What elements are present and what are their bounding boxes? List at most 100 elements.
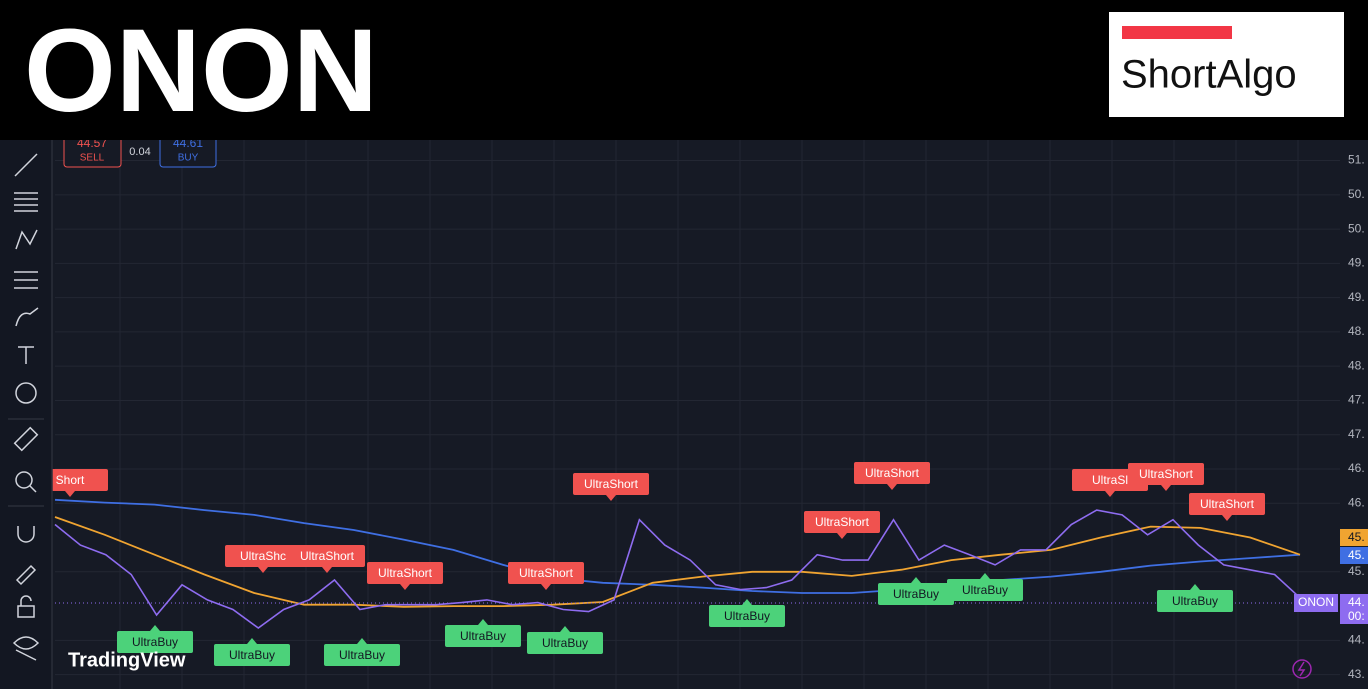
signal-pointer: [911, 577, 921, 583]
signal-pointer: [837, 533, 847, 539]
signal-pointer: [247, 638, 257, 644]
signal-text: UltraShort: [815, 515, 870, 529]
signal-box: [947, 579, 1023, 601]
toolbar-bg: [0, 140, 52, 689]
tool-lock[interactable]: [17, 605, 35, 618]
price-tag-text: 44.: [1348, 595, 1365, 609]
y-tick-label: 46.: [1348, 495, 1365, 509]
signal-label: UltraBuy: [1157, 584, 1233, 612]
signal-text: UltraSl: [1092, 473, 1128, 487]
signal-pointer: [65, 491, 75, 497]
y-tick-label: 49.: [1348, 290, 1365, 304]
signal-box: [367, 562, 443, 584]
signal-label: UltraShort: [289, 545, 365, 573]
signal-pointer: [1105, 491, 1115, 497]
signal-text: UltraBuy: [893, 587, 939, 601]
lightning-icon[interactable]: [1292, 659, 1312, 679]
signal-box: [289, 545, 365, 567]
logo-bar: [1122, 26, 1232, 39]
signal-pointer: [322, 567, 332, 573]
tool-remove[interactable]: [15, 649, 37, 661]
signal-label: UltraShort: [804, 511, 880, 539]
lightning-bolt: [1297, 661, 1306, 677]
signal-box: [527, 632, 603, 654]
y-tick-label: 47.: [1348, 393, 1365, 407]
y-tick-label: 45.: [1348, 564, 1365, 578]
signal-text: UltraBuy: [460, 629, 506, 643]
spread: 0.04: [129, 146, 150, 158]
price-tag: [1340, 594, 1368, 624]
tool-zoom[interactable]: [15, 471, 33, 489]
signal-pointer: [1222, 515, 1232, 521]
signal-label: UltraShort: [1189, 493, 1265, 521]
signal-text: UltraBuy: [229, 648, 275, 662]
signal-box: [225, 545, 301, 567]
signal-pointer: [541, 584, 551, 590]
tool-trendline[interactable]: [14, 153, 38, 177]
signal-pointer: [980, 573, 990, 579]
tool-brush[interactable]: [15, 307, 39, 327]
signal-box: [804, 511, 880, 533]
signal-label: UltraShc: [225, 545, 301, 573]
blue-tag: [1340, 547, 1368, 564]
y-tick-label: 44.: [1348, 633, 1365, 647]
signal-pointer: [478, 619, 488, 625]
signal-label: UltraShort: [573, 473, 649, 501]
signal-pointer: [400, 584, 410, 590]
tool-ruler[interactable]: [13, 426, 39, 452]
signal-pointer: [606, 495, 616, 501]
signal-text: UltraShort: [1200, 497, 1255, 511]
symbol-tag-text: ONON: [1298, 595, 1334, 609]
signal-text: UltraShc: [240, 549, 286, 563]
series-line: [54, 498, 1301, 594]
symbol-tag: [1294, 594, 1338, 612]
signal-label: UltraBuy: [527, 626, 603, 654]
tool-magnet[interactable]: [17, 526, 35, 543]
tool-pattern[interactable]: [15, 229, 38, 250]
signal-box: [1189, 493, 1265, 515]
blue-tag-text: 45.: [1348, 548, 1365, 562]
signal-label: UltraShort: [508, 562, 584, 590]
signal-text: UltraBuy: [339, 648, 385, 662]
tool-eye[interactable]: [12, 636, 40, 650]
tool-text[interactable]: [18, 346, 34, 364]
signal-text: UltraBuy: [132, 635, 178, 649]
signal-box: [324, 644, 400, 666]
signal-box: [1128, 463, 1204, 485]
signal-text: UltraShort: [584, 477, 639, 491]
y-tick-label: 48.: [1348, 324, 1365, 338]
y-tick-label: 50.: [1348, 187, 1365, 201]
signal-box: [445, 625, 521, 647]
signal-label: UltraBuy: [214, 638, 290, 666]
y-tick-label: 49.: [1348, 256, 1365, 270]
signal-box: [854, 462, 930, 484]
orange-tag-text: 45.: [1348, 530, 1365, 544]
signal-label: UltraShort: [1128, 463, 1204, 491]
signal-box: [709, 605, 785, 627]
signal-text: UltraShort: [300, 549, 355, 563]
y-tick-label: 48.: [1348, 358, 1365, 372]
tool-emoji[interactable]: [15, 382, 37, 404]
signal-box: [1157, 590, 1233, 612]
tool-prediction[interactable]: [14, 271, 38, 289]
signal-pointer: [258, 567, 268, 573]
logo-text: ShortAlgo: [1121, 53, 1297, 97]
y-tick-label: 46.: [1348, 461, 1365, 475]
tool-fib[interactable]: [14, 192, 38, 212]
y-tick-label: 47.: [1348, 427, 1365, 441]
signal-text: UltraBuy: [962, 583, 1008, 597]
tool-lock-draw[interactable]: [15, 564, 37, 586]
signal-label: UltraBuy: [324, 638, 400, 666]
signal-pointer: [887, 484, 897, 490]
signal-label: UltraShort: [854, 462, 930, 490]
series-line: [54, 509, 1301, 629]
signal-pointer: [1161, 485, 1171, 491]
signal-text: UltraBuy: [542, 636, 588, 650]
signal-label: UltraShort: [367, 562, 443, 590]
toolbar: [0, 140, 53, 689]
signal-text: UltraShort: [1139, 467, 1194, 481]
price-axis-labels: 51. 50. 50. 49. 49. 48. 48. 47. 47. 46. 46. 45. 44. 4…: [1348, 153, 1365, 681]
y-tick-label: 50.: [1348, 221, 1365, 235]
signal-box: [573, 473, 649, 495]
